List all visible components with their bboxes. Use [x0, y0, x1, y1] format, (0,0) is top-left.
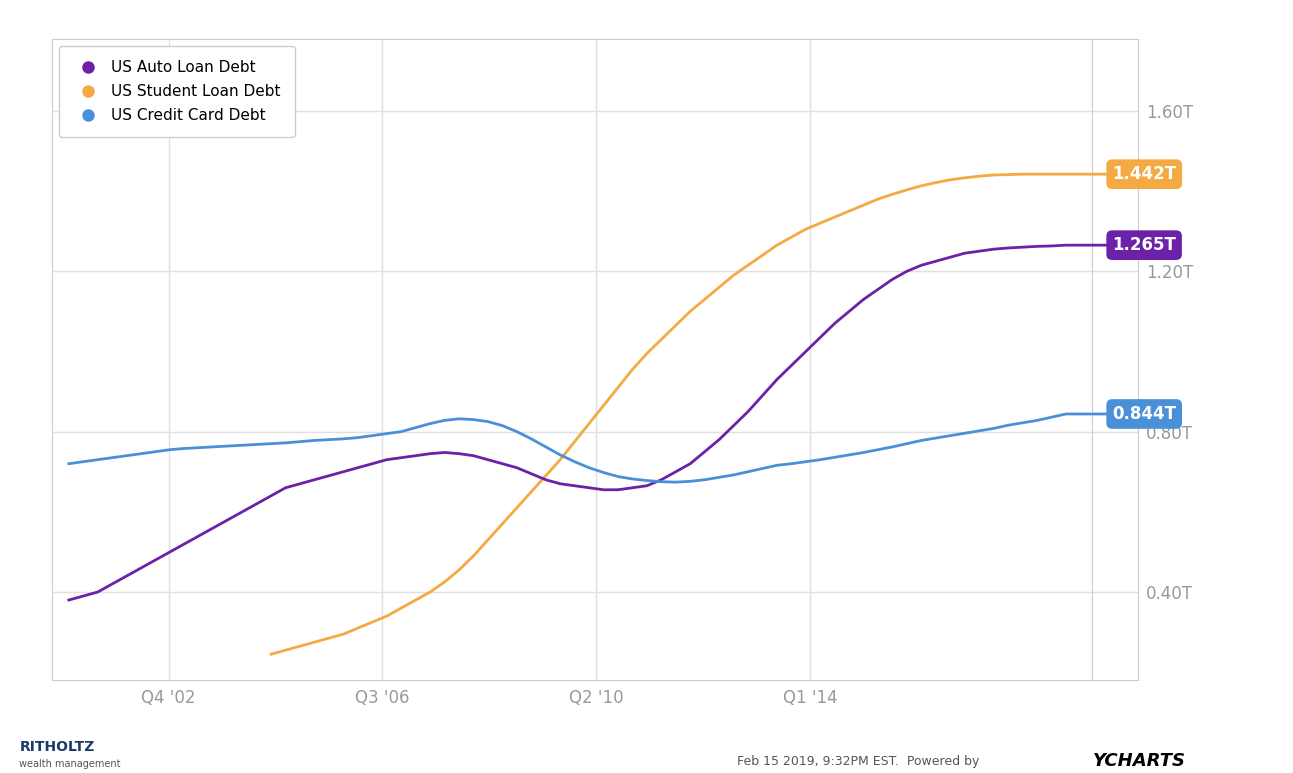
Text: wealth management: wealth management — [19, 759, 120, 769]
Legend: US Auto Loan Debt, US Student Loan Debt, US Credit Card Debt: US Auto Loan Debt, US Student Loan Debt,… — [59, 46, 295, 137]
Text: 1.442T: 1.442T — [1112, 165, 1177, 183]
Text: YCHARTS: YCHARTS — [1093, 752, 1186, 771]
Text: 1.265T: 1.265T — [1112, 237, 1177, 254]
Text: 0.844T: 0.844T — [1112, 405, 1177, 423]
Text: RITHOLTZ: RITHOLTZ — [19, 740, 94, 754]
Text: Feb 15 2019, 9:32PM EST.  Powered by: Feb 15 2019, 9:32PM EST. Powered by — [737, 755, 984, 768]
